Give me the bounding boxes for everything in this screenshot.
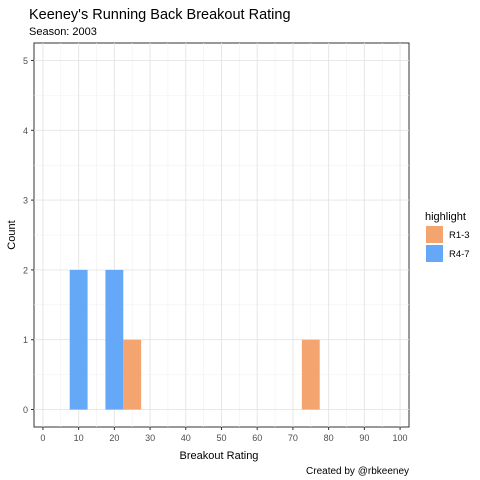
x-tick-label: 0 xyxy=(40,433,45,443)
y-tick-label: 1 xyxy=(23,335,28,345)
bars xyxy=(69,269,320,410)
y-tick-label: 3 xyxy=(23,196,28,206)
x-tick-label: 10 xyxy=(74,433,84,443)
x-tick-label: 60 xyxy=(252,433,262,443)
legend-swatch xyxy=(426,245,443,262)
x-tick-label: 20 xyxy=(109,433,119,443)
legend-swatch xyxy=(426,226,443,243)
chart-caption: Created by @rbkeeney xyxy=(306,466,409,477)
y-tick-label: 5 xyxy=(23,56,28,66)
x-tick-label: 40 xyxy=(181,433,191,443)
chart-subtitle: Season: 2003 xyxy=(29,26,97,38)
y-tick-label: 0 xyxy=(23,405,28,415)
x-axis-label: Breakout Rating xyxy=(180,450,259,462)
x-tick-label: 70 xyxy=(288,433,298,443)
x-tick-label: 50 xyxy=(216,433,226,443)
y-tick-label: 4 xyxy=(23,126,28,136)
bar-r4-7 xyxy=(69,269,88,410)
legend: R1-3 R4-7 xyxy=(426,226,470,262)
x-tick-label: 100 xyxy=(393,433,408,443)
axes: 0 10 20 30 40 50 60 70 80 90 100 0 1 2 3 4 5 xyxy=(23,56,408,443)
y-axis-label: Count xyxy=(6,220,18,249)
grid-lines xyxy=(34,43,409,427)
chart-title: Keeney's Running Back Breakout Rating xyxy=(29,7,291,23)
bar-r1-3 xyxy=(301,339,320,410)
y-tick-label: 2 xyxy=(23,265,28,275)
legend-title: highlight xyxy=(425,211,466,223)
bar-r1-3 xyxy=(123,339,142,410)
x-tick-label: 30 xyxy=(145,433,155,443)
legend-label: R1-3 xyxy=(449,230,470,241)
legend-label: R4-7 xyxy=(449,249,470,260)
x-tick-label: 90 xyxy=(359,433,369,443)
bar-r4-7 xyxy=(105,269,124,410)
x-tick-label: 80 xyxy=(324,433,334,443)
